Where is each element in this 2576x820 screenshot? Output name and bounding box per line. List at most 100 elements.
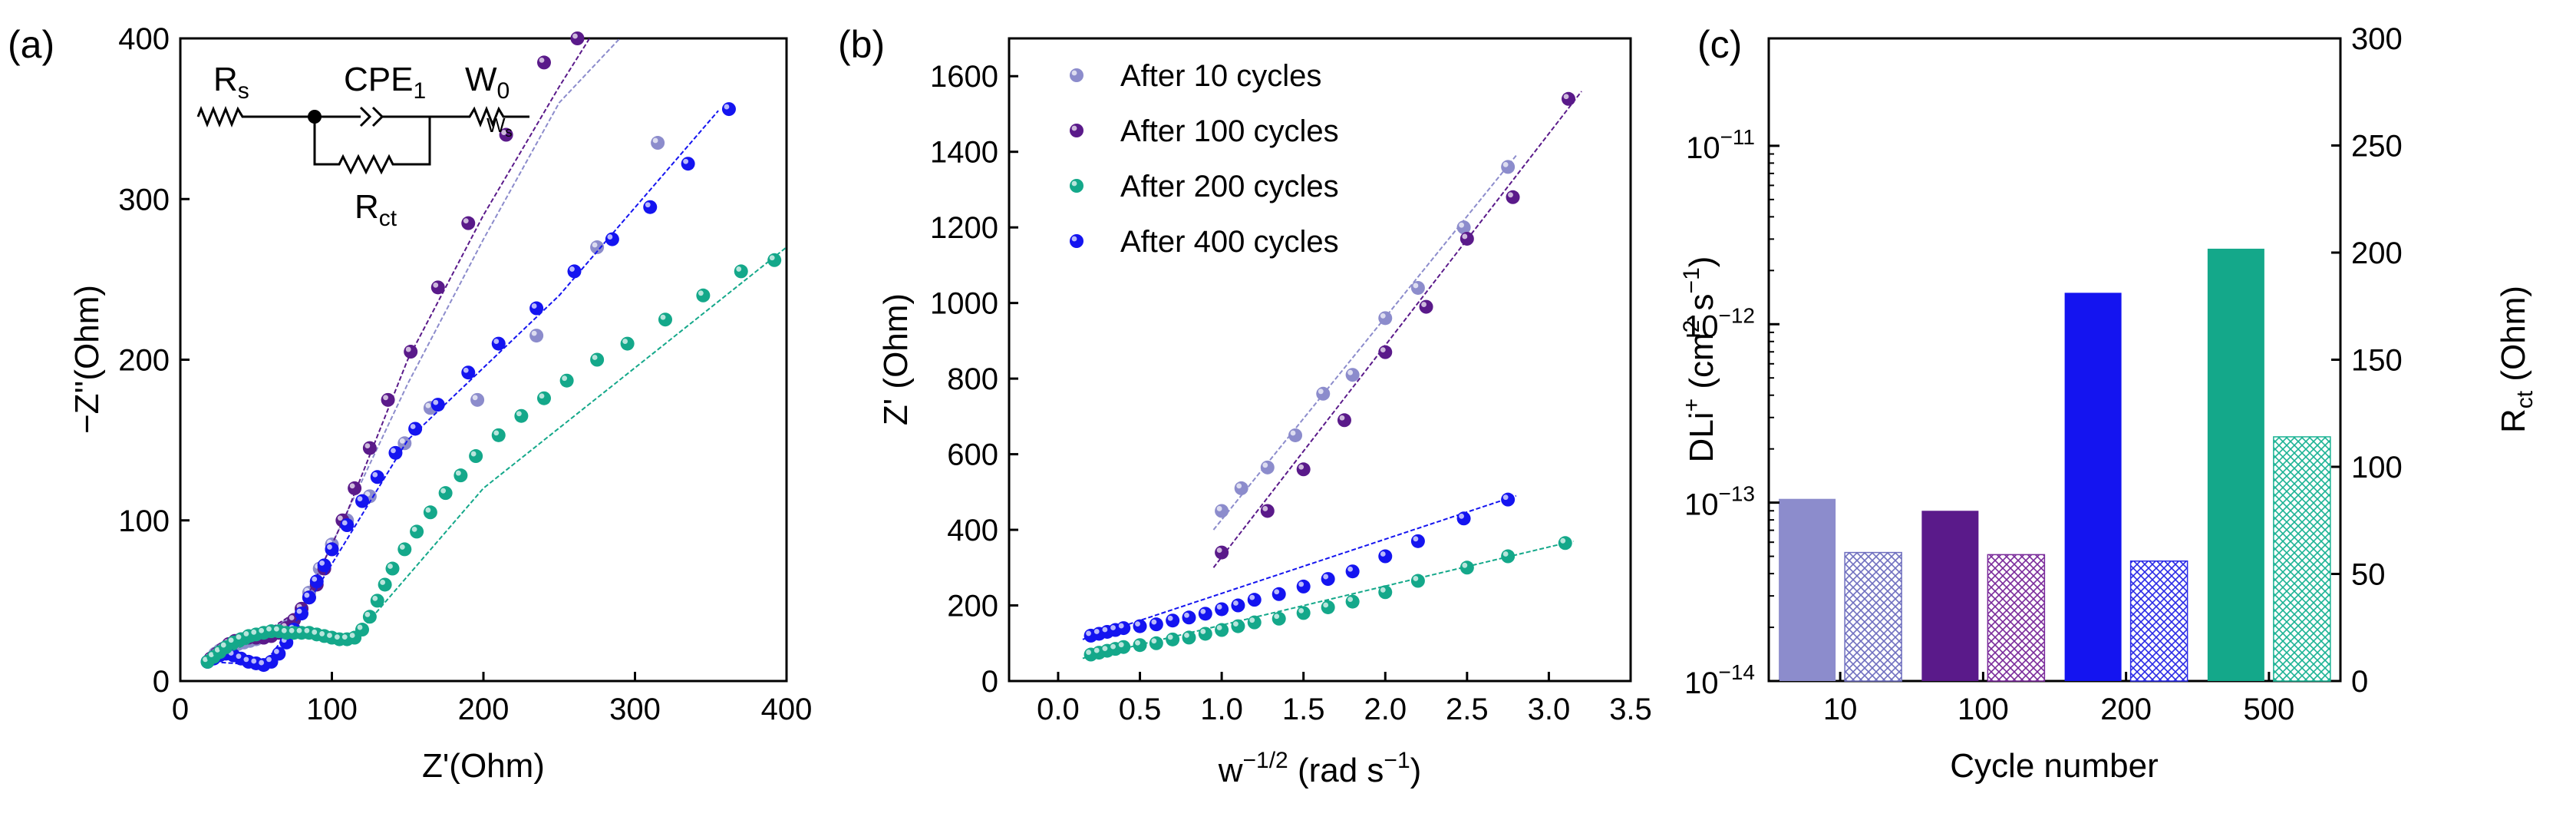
b-point-0-7 <box>1410 280 1425 295</box>
b-point-3-18-highlight <box>1413 536 1419 542</box>
a-point-3-4-highlight <box>228 637 234 643</box>
a-ytick-label-2: 200 <box>118 344 170 378</box>
a-point-1-24 <box>461 216 476 230</box>
a-point-3-21 <box>355 623 369 637</box>
b-point-2-5-highlight <box>1135 640 1140 646</box>
b-point-2-13 <box>1272 611 1286 626</box>
b-point-2-9-highlight <box>1200 629 1206 634</box>
b-legend-marker-3-highlight <box>1071 236 1077 242</box>
c-right-tick-label-0: 0 <box>2351 665 2368 699</box>
b-point-3-19 <box>1456 511 1471 526</box>
b-legend-label-2: After 200 cycles <box>1120 170 1339 203</box>
c-left-tick-label-3: 10−11 <box>1686 125 1755 165</box>
a-point-2-6-highlight <box>243 656 249 663</box>
a-point-3-31-highlight <box>470 451 477 457</box>
b-point-3-12-highlight <box>1249 594 1255 600</box>
b-point-3-15 <box>1321 572 1335 587</box>
a-point-3-2-highlight <box>214 646 220 653</box>
a-point-2-26-highlight <box>531 303 537 309</box>
panel-c-bars <box>1779 248 2331 682</box>
panel-c: (c) 10 100 200 50010−1410−1310−1210−1105010… <box>1679 22 2538 785</box>
a-point-3-34 <box>537 391 551 405</box>
a-point-1-23 <box>430 280 445 295</box>
c-rct-bar-0 <box>1844 551 1902 682</box>
a-point-2-20-highlight <box>372 471 378 478</box>
a-point-3-1-highlight <box>209 652 214 658</box>
a-point-2-23-highlight <box>433 399 439 405</box>
rs-label: Rs <box>213 61 249 104</box>
b-point-2-12-highlight <box>1249 617 1255 623</box>
a-point-0-24 <box>529 329 544 343</box>
a-point-3-17-highlight <box>327 633 332 638</box>
a-point-1-18-highlight <box>337 515 343 521</box>
a-point-3-16-highlight <box>319 631 325 636</box>
a-point-3-23-highlight <box>372 595 378 601</box>
b-point-2-6-highlight <box>1151 638 1157 644</box>
a-point-3-37 <box>620 336 635 351</box>
a-ytick-label-0: 0 <box>153 665 170 699</box>
a-point-3-30 <box>454 468 468 483</box>
b-point-0-0-highlight <box>1216 506 1222 511</box>
a-point-1-12-highlight <box>289 615 295 620</box>
b-point-2-0-highlight <box>1086 650 1091 655</box>
b-point-2-21-highlight <box>1560 537 1566 544</box>
rs-resistor <box>196 105 315 128</box>
b-point-2-19 <box>1460 560 1474 575</box>
c-right-tick-label-3: 150 <box>2351 344 2403 378</box>
b-point-3-8-highlight <box>1184 612 1189 618</box>
b-point-1-4-highlight <box>1380 347 1386 353</box>
panel-c-xlabel: Cycle number <box>1950 747 2158 785</box>
a-point-3-15-highlight <box>312 629 318 635</box>
a-point-2-30-highlight <box>683 158 689 164</box>
b-point-1-2 <box>1296 462 1311 477</box>
c-right-tick-label-2: 100 <box>2351 451 2403 484</box>
b-point-2-16-highlight <box>1347 597 1354 603</box>
a-point-3-31 <box>469 449 483 464</box>
c-dli-bar-2 <box>2064 293 2122 681</box>
b-ytick-label-0: 0 <box>981 665 998 699</box>
a-point-2-29-highlight <box>645 202 651 208</box>
b-point-0-3 <box>1288 428 1303 442</box>
b-point-3-5 <box>1133 619 1147 633</box>
a-point-0-26 <box>651 136 665 150</box>
b-point-1-0 <box>1215 545 1229 560</box>
a-point-2-15-highlight <box>312 576 318 582</box>
a-point-2-21-highlight <box>391 448 396 454</box>
a-point-2-14-highlight <box>304 592 310 598</box>
b-legend-label-1: After 100 cycles <box>1120 114 1339 148</box>
c-xtick-label-3: 500 <box>2244 693 2295 726</box>
b-point-3-6-highlight <box>1151 619 1157 625</box>
b-point-2-4-highlight <box>1118 642 1124 648</box>
a-point-0-24-highlight <box>531 330 537 336</box>
c-left-tick-label-2: 10−12 <box>1684 303 1755 343</box>
b-point-2-11-highlight <box>1233 621 1239 627</box>
b-point-1-1 <box>1260 504 1275 518</box>
b-point-2-18-highlight <box>1413 576 1419 581</box>
b-point-0-5-highlight <box>1347 369 1354 375</box>
b-point-3-7-highlight <box>1167 615 1173 621</box>
b-legend-marker-2 <box>1070 179 1084 193</box>
b-point-2-13-highlight <box>1274 613 1280 620</box>
b-point-3-13-highlight <box>1274 589 1280 595</box>
b-point-3-20 <box>1501 492 1516 507</box>
b-point-2-7-highlight <box>1167 634 1173 640</box>
a-point-3-22-highlight <box>364 611 371 617</box>
a-point-3-29-highlight <box>440 488 447 494</box>
a-point-3-11-highlight <box>281 627 287 633</box>
a-point-3-8-highlight <box>259 627 265 633</box>
a-point-1-27 <box>570 31 585 45</box>
a-point-2-15 <box>309 574 324 589</box>
c-dli-bar-0 <box>1779 498 1836 681</box>
a-point-3-19-highlight <box>341 634 348 640</box>
a-ytick-label-1: 100 <box>118 504 170 538</box>
a-point-2-23 <box>430 398 445 412</box>
b-point-0-2-highlight <box>1262 462 1268 468</box>
a-point-1-19-highlight <box>349 483 355 489</box>
b-point-3-3-highlight <box>1110 625 1116 630</box>
b-legend-marker-2-highlight <box>1071 180 1077 187</box>
a-point-0-20-highlight <box>364 491 371 497</box>
b-point-3-15-highlight <box>1323 574 1329 580</box>
b-point-3-5-highlight <box>1135 621 1140 627</box>
b-point-2-20-highlight <box>1502 551 1509 557</box>
